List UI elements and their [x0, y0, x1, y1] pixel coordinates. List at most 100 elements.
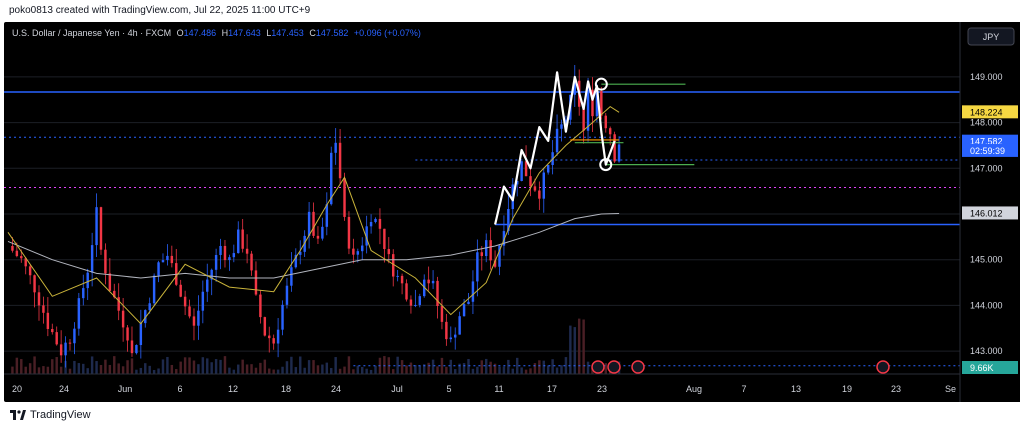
volume-bar	[33, 356, 36, 374]
candle-body	[37, 292, 41, 306]
us-flag-icon	[591, 360, 605, 374]
volume-bar	[418, 365, 422, 374]
volume-bar	[68, 368, 72, 374]
candle-body	[423, 279, 426, 297]
candlestick-chart[interactable]: 149.000148.000147.000146.000145.000144.0…	[4, 22, 1020, 402]
price-tick-label: 144.000	[970, 300, 1003, 310]
volume-bar	[42, 366, 45, 374]
volume-bar	[352, 369, 355, 374]
candle-body	[524, 161, 528, 177]
candle-body	[330, 152, 333, 205]
volume-bar	[338, 368, 342, 374]
time-axis-label: 6	[177, 384, 182, 394]
candle-body	[453, 334, 457, 338]
volume-bar	[555, 367, 559, 374]
volume-bar	[276, 369, 280, 374]
volume-bar	[210, 362, 213, 374]
candle-body	[276, 329, 280, 344]
candle-body	[392, 254, 395, 277]
candle-body	[113, 290, 116, 298]
time-axis-label: 20	[12, 384, 22, 394]
us-flag-icon	[607, 360, 621, 374]
grid-lines	[4, 76, 960, 352]
volume-badge	[962, 361, 1018, 374]
candle-body	[365, 226, 368, 246]
candle-body	[144, 310, 147, 324]
tradingview-logo: TradingView	[10, 409, 91, 421]
candle-body	[307, 211, 311, 236]
volume-bar	[427, 362, 430, 374]
volume-bar	[299, 356, 302, 374]
volume-bar	[28, 363, 32, 374]
candle-body	[259, 294, 262, 318]
volume-bar	[152, 369, 156, 374]
time-axis-label: 5	[446, 384, 451, 394]
volume-bar	[343, 366, 346, 374]
currency-button[interactable]: JPY	[967, 27, 1015, 46]
candle-body	[334, 142, 337, 153]
candle-body	[237, 229, 240, 254]
candle-body	[396, 275, 399, 277]
candle-body	[418, 296, 422, 305]
volume-bar	[458, 363, 461, 374]
candle-body	[86, 272, 89, 289]
candle-body	[161, 260, 165, 263]
volume-bar	[462, 363, 466, 374]
volume-bar	[37, 367, 41, 374]
volume-bar	[206, 358, 209, 374]
candle-body	[538, 190, 541, 199]
volume-bar	[183, 357, 187, 374]
candle-body	[272, 338, 275, 344]
volume-bar	[524, 369, 528, 374]
currency-label: JPY	[983, 32, 1000, 42]
candle-body	[480, 252, 484, 257]
candle-body	[126, 327, 129, 341]
ma-fast-line	[7, 105, 620, 325]
volume-bar	[214, 359, 218, 374]
price-badge-label: 148.224	[970, 107, 1003, 117]
economic-event-flags[interactable]	[591, 360, 890, 374]
volume-bar	[117, 363, 120, 374]
candle-body	[476, 252, 479, 282]
volume-bar	[86, 368, 89, 374]
candle-body	[117, 297, 120, 311]
change-value: +0.096 (+0.07%)	[354, 28, 421, 38]
ma-slow-line	[7, 213, 620, 279]
volume-bar	[560, 365, 563, 374]
candle-body	[356, 251, 360, 255]
candle-body	[520, 161, 523, 182]
volume-bar	[259, 362, 262, 374]
candle-body	[188, 306, 191, 317]
volume-bar	[303, 367, 306, 374]
volume-bar	[157, 368, 160, 374]
candle-body	[361, 245, 364, 252]
symbol-name: U.S. Dollar / Japanese Yen · 4h · FXCM	[12, 28, 171, 38]
price-tick-label: 147.000	[970, 163, 1003, 173]
volume-bar	[148, 365, 151, 374]
candle-body	[546, 165, 550, 173]
volume-bar	[321, 364, 324, 374]
volume-bar	[489, 361, 492, 374]
candle-body	[82, 288, 85, 299]
volume-bar	[285, 361, 289, 374]
volume-bar	[228, 367, 231, 374]
volume-bar	[201, 357, 205, 374]
high-value: 147.643	[228, 28, 261, 38]
volume-bar	[515, 357, 519, 374]
candle-body	[312, 211, 315, 236]
candle-body	[445, 321, 448, 340]
candle-body	[405, 283, 408, 300]
volume-bar	[374, 365, 377, 374]
volume-bar	[356, 365, 360, 374]
chart-area[interactable]: 149.000148.000147.000146.000145.000144.0…	[4, 22, 1020, 402]
close-value: 147.582	[316, 28, 349, 38]
candle-body	[152, 275, 156, 304]
volume-bar	[440, 357, 444, 374]
volume-bar	[121, 366, 125, 374]
candle-body	[542, 172, 545, 199]
candle-body	[427, 279, 430, 284]
horizontal-levels	[4, 91, 960, 367]
candle-body	[573, 80, 576, 95]
open-value: 147.486	[184, 28, 217, 38]
volume-bar	[188, 357, 191, 374]
